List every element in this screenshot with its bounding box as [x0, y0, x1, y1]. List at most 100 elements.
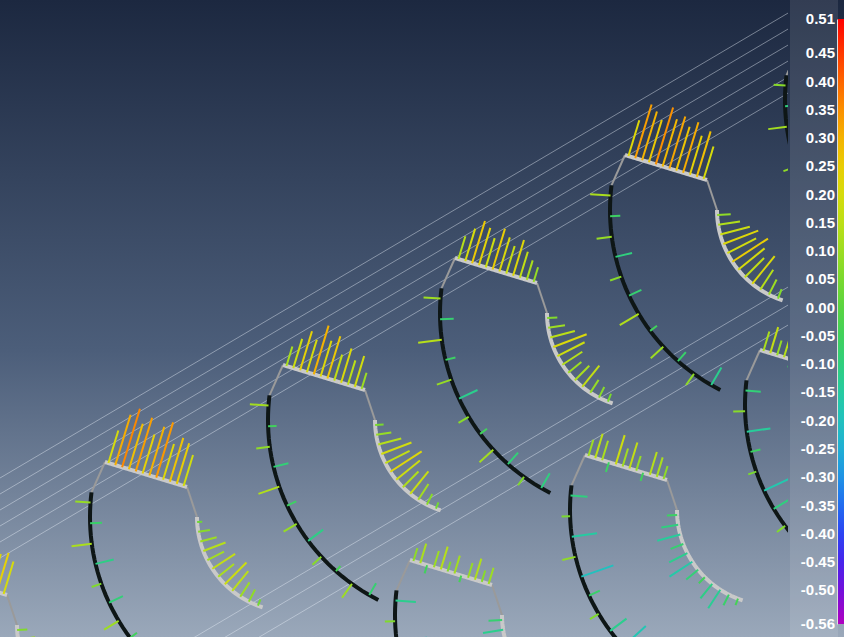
deviation-whisker	[334, 355, 342, 381]
colorbar-tick-label: -0.30	[801, 468, 835, 485]
section	[590, 104, 782, 390]
colorbar	[838, 19, 844, 624]
colorbar-tick-label: 0.45	[806, 44, 835, 61]
deviation-whisker	[472, 221, 485, 263]
colorbar-tick: 0.20	[806, 186, 837, 203]
deviation-whisker	[568, 362, 581, 373]
colorbar-tick: -0.25	[801, 440, 837, 457]
deviation-whisker	[427, 494, 432, 505]
deviation-whisker	[562, 557, 575, 560]
deviation-whisker	[686, 374, 694, 385]
section	[72, 409, 263, 637]
guide-line	[0, 0, 788, 494]
deviation-whisker	[760, 270, 773, 290]
deviation-whisker	[410, 471, 428, 493]
deviation-whisker	[610, 277, 621, 281]
deviation-whisker	[667, 514, 677, 517]
section-outer-edge	[268, 395, 378, 600]
section	[733, 327, 788, 585]
deviation-whisker	[258, 487, 279, 494]
section-connector	[747, 350, 760, 380]
deviation-whisker	[122, 409, 140, 468]
deviation-whisker	[747, 429, 771, 432]
colorbar-tick-label: 0.30	[806, 129, 835, 146]
deviation-whisker	[436, 502, 438, 508]
deviation-whisker	[590, 614, 599, 619]
deviation-whisker	[610, 619, 626, 631]
deviation-whisker	[704, 146, 714, 179]
deviation-whisker	[287, 501, 296, 505]
deviation-whisker	[723, 595, 728, 606]
section-connector	[612, 155, 625, 185]
deviation-whisker	[459, 390, 477, 399]
deviation-whisker	[256, 447, 269, 449]
colorbar-tick: 0.40	[806, 72, 837, 89]
deviation-whisker	[72, 544, 92, 547]
deviation-whisker	[597, 237, 612, 239]
deviation-whisker	[396, 461, 420, 480]
deviation-whisker	[342, 584, 352, 598]
deviation-whisker	[104, 621, 119, 630]
deviation-whisker	[486, 238, 495, 267]
colorbar-tick: 0.10	[806, 242, 837, 259]
colorbar-tick-label: -0.35	[801, 497, 835, 514]
deviation-whisker	[534, 267, 538, 282]
deviation-whisker	[669, 117, 685, 169]
deviation-whisker	[336, 566, 341, 571]
section-inner-edge	[547, 313, 613, 403]
deviation-whisker	[669, 553, 687, 562]
deviation-whisker	[480, 429, 487, 434]
deviation-whisker	[475, 559, 481, 580]
section-connector	[7, 595, 17, 625]
colorbar-tick: -0.15	[801, 383, 837, 400]
deviation-whisker	[378, 438, 401, 444]
deviation-whisker	[670, 562, 693, 577]
deviation-whisker	[362, 373, 367, 389]
guide-line	[0, 44, 788, 542]
colorbar-tick-label: 0.51	[806, 10, 835, 27]
deviation-whisker	[177, 443, 189, 484]
deviation-whisker	[149, 427, 164, 476]
deviation-whisker	[571, 496, 588, 497]
deviation-whisker	[479, 450, 493, 463]
colorbar-tick: -0.10	[801, 355, 837, 372]
deviation-whisker	[268, 425, 276, 427]
colorbar-tick-label: 0.25	[806, 157, 835, 174]
deviation-whisker	[785, 105, 788, 108]
deviation-whisker	[748, 472, 756, 475]
deviation-whisker	[156, 422, 173, 477]
section-inner-edge	[375, 420, 441, 510]
deviation-whisker	[635, 104, 651, 158]
colorbar-tick-label: 0.10	[806, 242, 835, 259]
deviation-whisker	[651, 347, 664, 359]
colorbar-tick-label: -0.20	[801, 412, 835, 429]
colorbar-tick: 0.00	[806, 299, 837, 316]
section-inner-edge	[502, 615, 568, 637]
deviation-whisker	[446, 358, 456, 360]
section	[385, 544, 568, 637]
colorbar-tick-label: -0.15	[801, 383, 835, 400]
section-outer-edge	[395, 590, 505, 637]
deviation-whisker	[225, 563, 247, 585]
deviation-whisker	[608, 394, 611, 402]
deviation-whisker	[0, 554, 1, 590]
deviation-whisker	[736, 599, 738, 605]
deviation-whisker	[657, 457, 663, 477]
deviation-whisker	[602, 441, 608, 461]
deviation-whisker	[314, 326, 329, 375]
deviation-whisker	[508, 453, 518, 464]
deviation-whisker	[240, 582, 249, 596]
deviation-whisker	[727, 238, 756, 253]
deviation-whisker	[700, 584, 712, 599]
deviation-whisker	[746, 391, 761, 392]
deviation-whisker	[723, 231, 758, 244]
deviation-whisker	[441, 547, 448, 570]
deviation-whisker	[610, 215, 620, 217]
deviation-whisker	[90, 522, 102, 524]
deviation-whisker	[708, 590, 720, 609]
section	[418, 221, 612, 493]
deviation-whisker	[550, 331, 575, 338]
colorbar-tick: 0.45	[806, 44, 837, 61]
colorbar-tick: -0.56	[801, 615, 837, 632]
deviation-whisker	[616, 435, 625, 464]
